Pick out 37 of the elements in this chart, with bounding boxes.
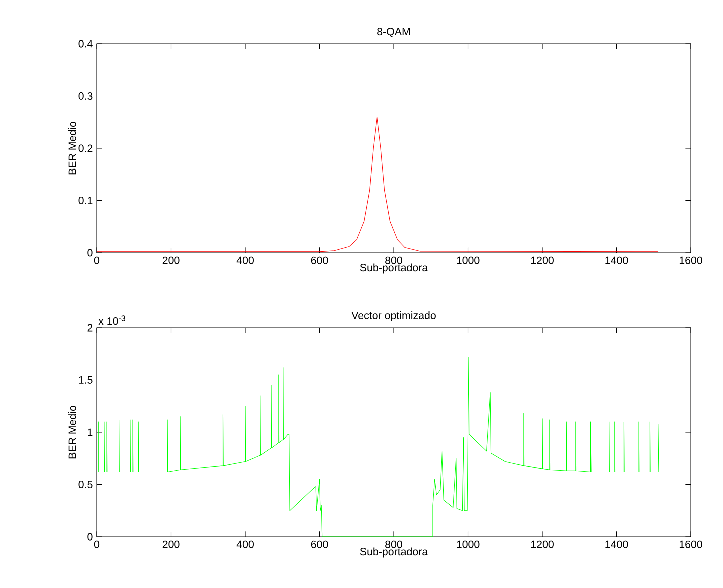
line-series <box>96 116 659 252</box>
y-tick-label: 0.5 <box>78 480 93 489</box>
y-tick-label: 2 <box>88 324 93 332</box>
y-tick-label: 0.4 <box>78 40 93 48</box>
x-axis-title: Sub-portadora <box>360 548 428 558</box>
x-tick-label: 1000 <box>457 256 480 264</box>
x-tick-label: 1600 <box>680 540 702 548</box>
line-series <box>96 356 660 538</box>
x-tick-label: 200 <box>162 256 180 264</box>
y-tick-label: 0 <box>88 533 93 541</box>
y-tick-label: 0.1 <box>78 196 93 205</box>
x-tick-label: 0 <box>94 256 100 264</box>
y-tick-label: 0.2 <box>78 144 93 152</box>
x-tick-label: 400 <box>236 540 254 548</box>
x-tick-label: 600 <box>311 540 328 548</box>
y-tick-label: 0.3 <box>78 92 93 100</box>
x-tick-label: 800 <box>386 540 402 548</box>
y-axis-title: BER Medio <box>68 406 76 459</box>
x-tick-label: 1200 <box>531 540 554 548</box>
y-axis-title: BER Medio <box>68 122 76 175</box>
x-tick-label: 1400 <box>606 540 628 548</box>
x-tick-label: 600 <box>311 256 328 264</box>
x-tick-label: 0 <box>94 540 100 548</box>
chart-title: Vector optimizado <box>352 312 436 322</box>
x-tick-label: 1600 <box>680 256 702 264</box>
text: x 10$^{-3}$ <box>98 316 126 326</box>
y-tick-label: 1.5 <box>79 376 93 384</box>
x-tick-label: 400 <box>236 256 254 264</box>
x-tick-label: 1200 <box>531 256 554 264</box>
x-tick-label: 1000 <box>457 540 480 548</box>
x-tick-label: 200 <box>162 540 180 548</box>
y-tick-label: 0 <box>88 249 93 257</box>
x-tick-label: 1400 <box>606 256 628 264</box>
y-tick-label: 1 <box>88 428 93 436</box>
x-axis-title: Sub-portadora <box>360 264 428 274</box>
chart-title: 8-QAM <box>378 28 410 38</box>
x-tick-label: 800 <box>386 256 402 264</box>
